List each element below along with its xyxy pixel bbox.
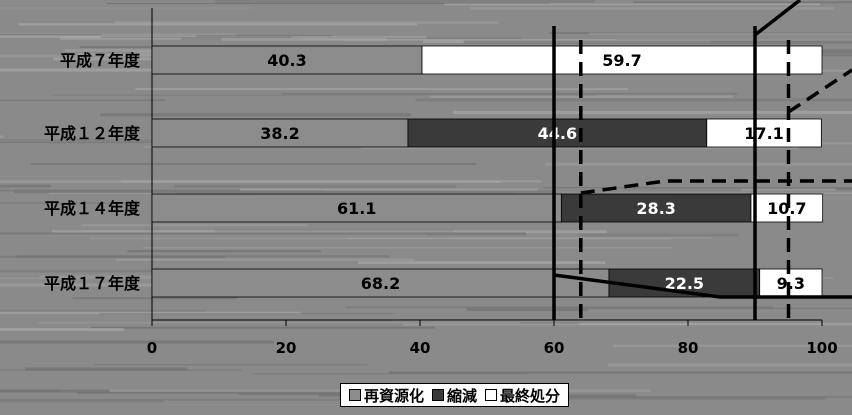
wood-streak bbox=[0, 369, 242, 371]
legend-item-final-disposal: 最終処分 bbox=[485, 385, 560, 406]
wood-streak bbox=[589, 33, 852, 35]
wood-streak bbox=[127, 250, 321, 252]
wood-streak bbox=[101, 113, 412, 116]
wood-streak bbox=[282, 93, 738, 95]
data-label: 9.3 bbox=[777, 274, 805, 293]
wood-streak bbox=[91, 327, 435, 329]
wood-streak bbox=[19, 23, 417, 25]
wood-streak bbox=[0, 181, 501, 184]
data-label: 59.7 bbox=[602, 51, 641, 70]
data-label: 44.6 bbox=[538, 124, 577, 143]
wood-streak bbox=[174, 185, 456, 188]
wood-streak bbox=[0, 7, 253, 8]
wood-streak bbox=[73, 297, 238, 299]
wood-streak bbox=[17, 255, 390, 257]
wood-streak bbox=[403, 324, 691, 325]
legend-label-reduction: 縮減 bbox=[447, 385, 477, 406]
data-label: 61.1 bbox=[337, 199, 376, 218]
x-tick-label: 60 bbox=[544, 339, 565, 357]
wood-streak bbox=[0, 400, 164, 403]
wood-streak bbox=[116, 259, 415, 262]
legend-swatch-reduction bbox=[432, 389, 444, 401]
x-tick-label: 0 bbox=[147, 339, 157, 357]
legend-item-recycling: 再資源化 bbox=[349, 385, 424, 406]
legend-item-reduction: 縮減 bbox=[432, 385, 477, 406]
wood-streak bbox=[0, 185, 51, 188]
category-label: 平成１４年度 bbox=[44, 199, 141, 218]
wood-streak bbox=[31, 163, 477, 165]
wood-streak bbox=[253, 373, 527, 374]
wood-streak bbox=[538, 189, 742, 191]
wood-streak bbox=[0, 328, 124, 331]
wood-streak bbox=[142, 247, 671, 248]
wood-streak bbox=[470, 7, 834, 10]
wood-streak bbox=[215, 0, 594, 3]
wood-streak bbox=[90, 238, 671, 240]
wood-streak bbox=[561, 397, 826, 400]
wood-streak bbox=[0, 99, 166, 101]
wood-streak bbox=[0, 310, 206, 311]
data-label: 68.2 bbox=[361, 274, 400, 293]
category-label: 平成７年度 bbox=[60, 51, 141, 70]
wood-streak bbox=[0, 340, 274, 343]
data-label: 28.3 bbox=[636, 199, 675, 218]
wood-streak bbox=[634, 2, 852, 4]
wood-streak bbox=[0, 136, 4, 138]
wood-streak bbox=[464, 41, 852, 44]
wood-streak bbox=[82, 224, 309, 226]
legend-label-final-disposal: 最終処分 bbox=[500, 385, 560, 406]
legend-swatch-recycling bbox=[349, 389, 361, 401]
x-tick-label: 40 bbox=[410, 339, 431, 357]
wood-streak bbox=[0, 390, 110, 393]
data-label: 40.3 bbox=[267, 51, 306, 70]
wood-streak bbox=[545, 163, 852, 166]
wood-streak bbox=[38, 322, 520, 323]
wood-streak bbox=[0, 232, 526, 235]
wood-streak bbox=[588, 309, 852, 311]
legend: 再資源化 縮減 最終処分 bbox=[340, 383, 569, 407]
wood-streak bbox=[578, 234, 738, 237]
x-tick-label: 80 bbox=[678, 339, 699, 357]
wood-streak bbox=[444, 4, 820, 6]
wood-streak bbox=[608, 364, 852, 367]
data-label: 17.1 bbox=[744, 124, 783, 143]
wood-streak bbox=[99, 313, 396, 314]
legend-swatch-final-disposal bbox=[485, 389, 497, 401]
x-tick-label: 100 bbox=[806, 339, 837, 357]
x-tick-label: 20 bbox=[276, 339, 297, 357]
category-label: 平成１２年度 bbox=[44, 124, 141, 143]
category-label: 平成１７年度 bbox=[44, 274, 141, 293]
wood-streak bbox=[416, 98, 852, 101]
data-label: 38.2 bbox=[260, 124, 299, 143]
wood-streak bbox=[358, 261, 605, 264]
wood-streak bbox=[94, 364, 368, 365]
legend-label-recycling: 再資源化 bbox=[364, 385, 424, 406]
